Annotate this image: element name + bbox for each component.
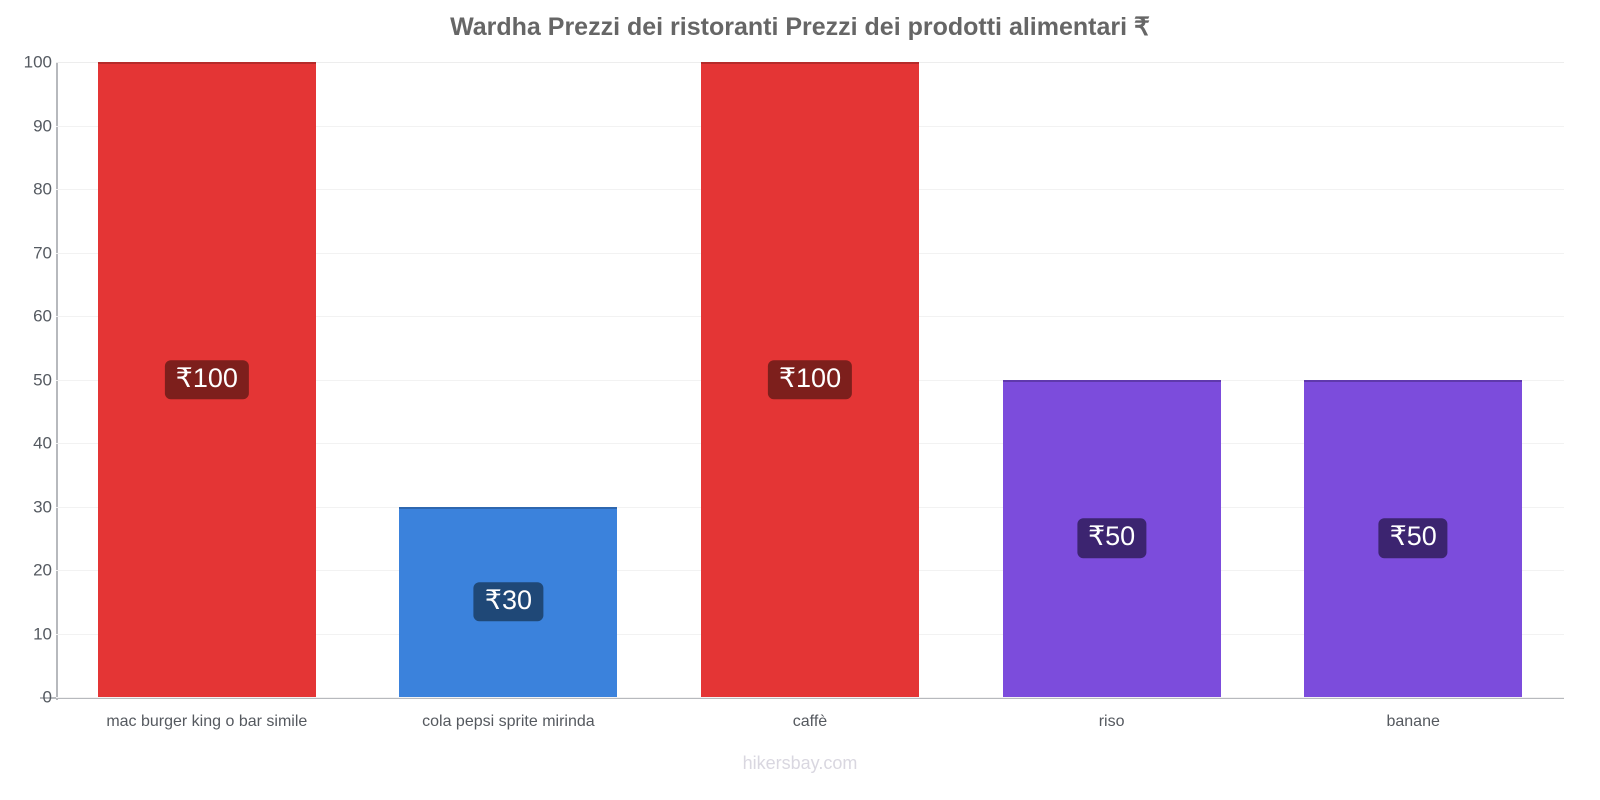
gridline [56, 697, 1564, 698]
bar-value-label: ₹100 [767, 359, 853, 400]
bar-top-edge [399, 506, 618, 509]
x-tick-label: cola pepsi sprite mirinda [422, 713, 595, 730]
bar-top-edge [97, 62, 316, 64]
bar[interactable]: ₹100 [97, 62, 316, 697]
x-tick-label: mac burger king o bar simile [106, 713, 308, 730]
footer-watermark: hikersbay.com [742, 753, 858, 773]
bar-value-label: ₹50 [1076, 518, 1147, 559]
y-tick-label: 90 [33, 116, 52, 135]
y-tick-label: 60 [33, 306, 52, 326]
bar-value-label: ₹30 [473, 581, 543, 622]
y-tick-label: 20 [33, 560, 52, 580]
chart-title: Wardha Prezzi dei ristoranti Prezzi dei … [450, 13, 1150, 41]
y-tick-label: 50 [33, 370, 52, 389]
bar[interactable]: ₹30 [399, 506, 618, 697]
bar[interactable]: ₹100 [700, 62, 920, 697]
y-tick-label: 30 [33, 497, 52, 516]
bar-top-edge [1304, 379, 1523, 382]
x-axis-line [40, 697, 1564, 699]
x-tick-label: caffè [792, 713, 828, 730]
y-tick-label: 10 [33, 624, 52, 643]
y-axis-line [56, 62, 58, 700]
bar-top-edge [1002, 379, 1221, 382]
bar-top-edge [700, 62, 920, 64]
y-tick-label: 0 [42, 687, 52, 707]
x-tick-label: riso [1098, 713, 1125, 730]
bar[interactable]: ₹50 [1304, 379, 1523, 697]
y-tick-label: 40 [33, 433, 52, 453]
bar[interactable]: ₹50 [1002, 379, 1221, 697]
bar-value-label: ₹100 [164, 359, 249, 400]
x-tick-label: banane [1386, 713, 1440, 730]
bar-value-label: ₹50 [1378, 518, 1448, 559]
y-tick-label: 100 [23, 52, 52, 72]
y-tick-label: 70 [33, 243, 52, 262]
plot-area: ₹100 ₹30 ₹100 ₹50 ₹50 [56, 62, 1564, 698]
y-tick-label: 80 [33, 179, 52, 199]
